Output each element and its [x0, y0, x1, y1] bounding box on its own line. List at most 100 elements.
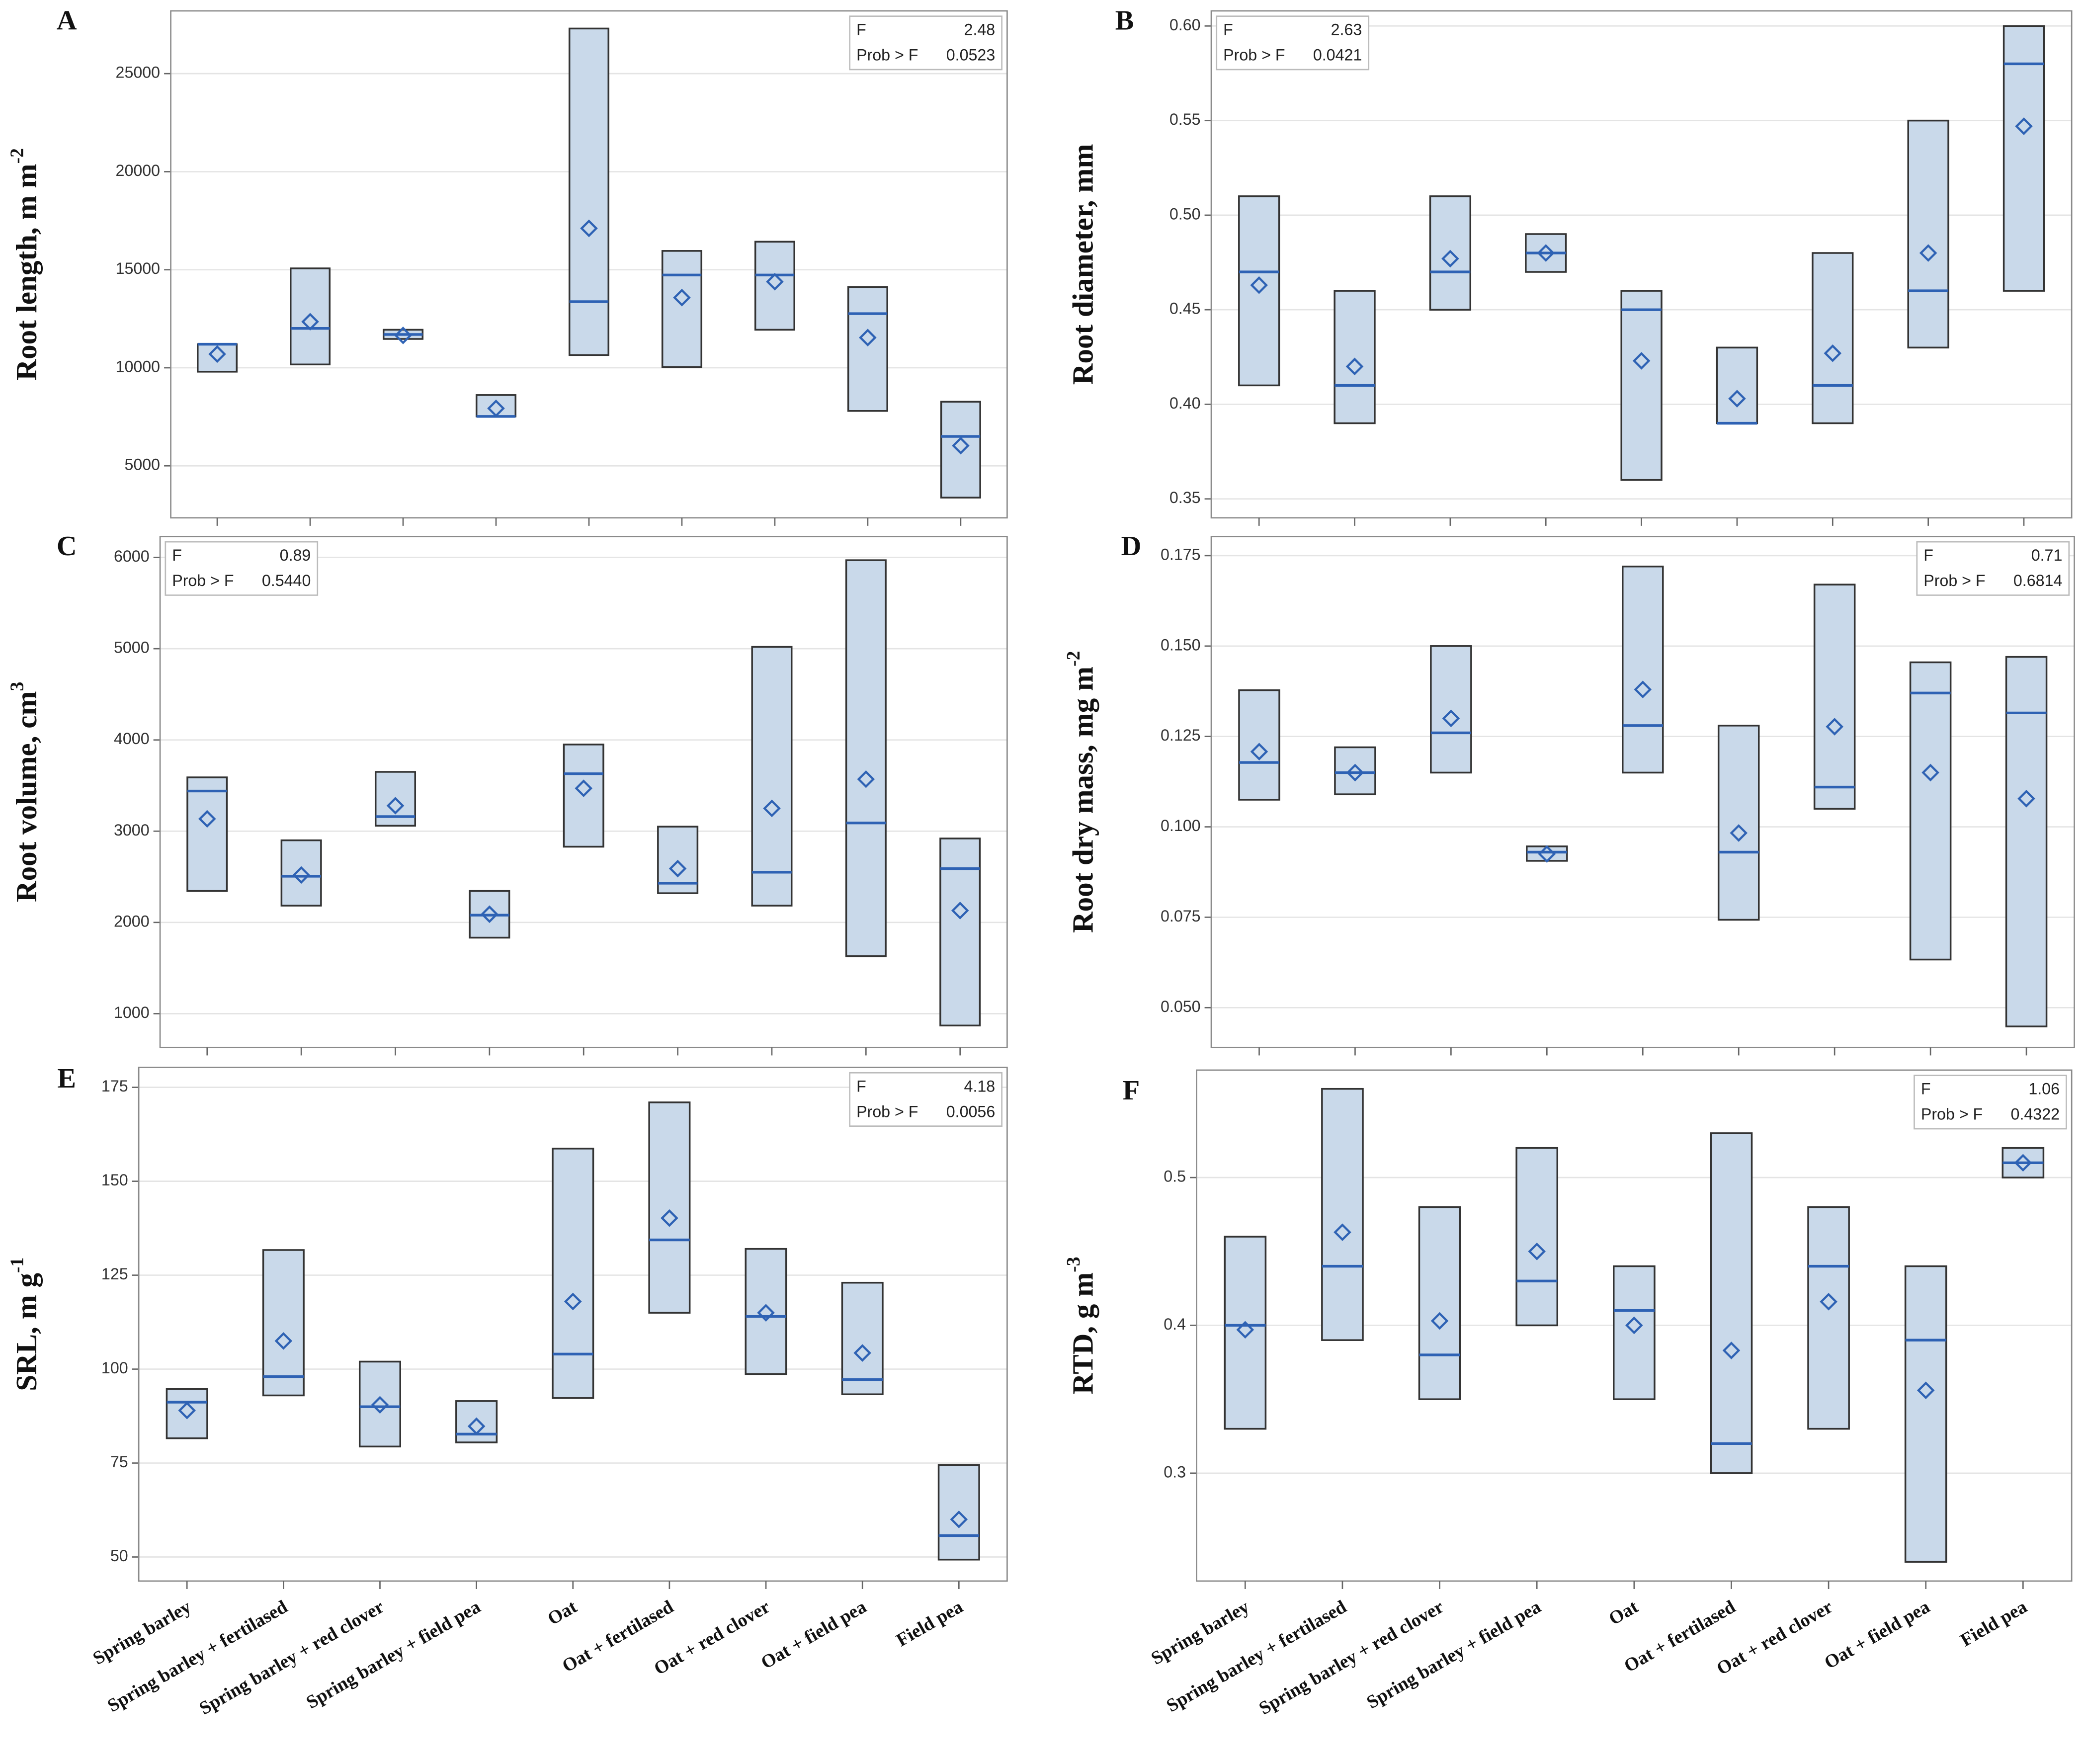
mean-marker — [1528, 1242, 1546, 1260]
mean-marker — [1824, 344, 1842, 362]
box — [1807, 1206, 1850, 1430]
stats-label: Prob > F — [1921, 1105, 1983, 1123]
mean-marker — [853, 1344, 871, 1362]
mean-marker — [2017, 789, 2035, 808]
mean-marker — [1538, 845, 1556, 863]
y-tick-label: 0.55 — [1169, 110, 1201, 128]
y-axis-label-text: RTD, g m — [1066, 1272, 1099, 1395]
mean-marker — [1441, 250, 1459, 268]
box — [1716, 346, 1758, 424]
y-tick-label: 0.150 — [1161, 636, 1201, 654]
mean-marker — [1917, 1381, 1935, 1400]
stats-box — [1914, 1075, 2067, 1130]
y-tick-label: 0.50 — [1169, 205, 1201, 223]
mean-marker — [481, 905, 499, 924]
stats-value: 0.5440 — [262, 572, 311, 589]
x-tick-label: Oat — [544, 1596, 581, 1629]
panel-label: A — [57, 5, 77, 36]
y-tick-label: 0.050 — [1161, 998, 1201, 1015]
y-tick-label: 4000 — [114, 730, 150, 748]
mean-marker — [1250, 276, 1268, 294]
y-tick-label: 6000 — [114, 547, 150, 565]
y-axis-label-text: Root diameter, mm — [1066, 144, 1099, 385]
stats-box — [1216, 15, 1370, 71]
box — [563, 744, 604, 848]
panel-label: E — [57, 1063, 76, 1094]
box — [661, 250, 702, 368]
y-axis-label-text: Root dry mass, mg m — [1066, 667, 1099, 933]
panel-label: B — [1115, 5, 1134, 36]
stats-value: 0.6814 — [2013, 572, 2062, 589]
stats-value: 2.48 — [964, 21, 996, 39]
mean-marker — [950, 1511, 968, 1528]
y-tick-label: 3000 — [114, 821, 150, 839]
box — [1717, 725, 1760, 921]
x-tick-label: Spring barley + fertilased — [104, 1596, 291, 1716]
mean-marker — [198, 810, 216, 828]
box — [197, 343, 238, 373]
mean-marker — [178, 1401, 196, 1420]
y-tick-label: 150 — [101, 1171, 128, 1189]
box — [1526, 845, 1568, 862]
box — [1418, 1206, 1461, 1400]
stats-label: Prob > F — [1223, 46, 1285, 64]
stats-label: Prob > F — [856, 46, 918, 64]
y-tick-label: 0.4 — [1164, 1315, 1186, 1333]
y-tick-label: 125 — [101, 1265, 128, 1283]
y-axis-label-text: Root length, m m — [10, 164, 43, 380]
mean-marker — [1430, 1312, 1449, 1330]
y-axis-label-sup: -2 — [1064, 651, 1084, 667]
box — [1334, 290, 1376, 424]
y-axis-label-text: Root volume, cm — [10, 691, 43, 902]
x-tick-label: Oat + field pea — [1821, 1596, 1933, 1673]
mean-marker — [1345, 357, 1364, 376]
plot-frame — [159, 536, 1008, 1048]
mean-marker — [1346, 763, 1364, 782]
mean-marker — [1442, 709, 1460, 728]
y-axis-label: Root length, m m-2 — [7, 148, 42, 380]
stats-label: F — [1921, 1080, 1931, 1098]
mean-marker — [575, 779, 593, 797]
y-tick-label: 10000 — [116, 357, 161, 375]
box — [2005, 656, 2048, 1027]
mean-marker — [580, 219, 598, 238]
panel-label: F — [1123, 1075, 1140, 1106]
y-tick-label: 0.40 — [1169, 394, 1201, 412]
stats-value: 1.06 — [2028, 1080, 2060, 1098]
plot-frame — [1210, 536, 2075, 1048]
x-tick-label: Spring barley + field pea — [303, 1596, 484, 1713]
mean-marker — [1820, 1293, 1837, 1311]
stats-label: F — [172, 546, 182, 564]
y-axis-label: Root volume, cm3 — [7, 682, 42, 902]
y-tick-label: 50 — [110, 1547, 128, 1565]
y-tick-label: 175 — [101, 1077, 128, 1095]
y-axis-label-text: SRL, m g — [10, 1273, 43, 1391]
y-tick-label: 0.125 — [1161, 726, 1201, 744]
x-tick-label: Spring barley + field pea — [1363, 1596, 1545, 1713]
y-axis-label-sup: -3 — [1064, 1257, 1084, 1272]
stats-value: 0.0523 — [946, 46, 995, 64]
x-tick-label: Field pea — [1957, 1596, 2031, 1651]
box — [1430, 645, 1472, 774]
stats-box — [1916, 541, 2070, 596]
mean-marker — [1730, 824, 1748, 842]
mean-marker — [2014, 1154, 2032, 1172]
box — [290, 267, 331, 365]
y-tick-label: 20000 — [116, 162, 161, 179]
box — [1224, 1236, 1267, 1430]
stats-box — [165, 541, 319, 596]
mean-marker — [292, 866, 310, 884]
y-tick-label: 5000 — [114, 639, 150, 657]
mean-marker — [952, 436, 970, 455]
y-axis-label-sup: -2 — [7, 148, 27, 164]
mean-marker — [394, 327, 412, 344]
mean-marker — [757, 1304, 775, 1322]
box — [751, 646, 793, 907]
mean-marker — [1921, 763, 1939, 782]
box — [166, 1388, 208, 1439]
box — [186, 776, 228, 892]
y-tick-label: 0.3 — [1164, 1463, 1186, 1481]
box — [847, 286, 888, 412]
stats-label: F — [1923, 546, 1933, 564]
